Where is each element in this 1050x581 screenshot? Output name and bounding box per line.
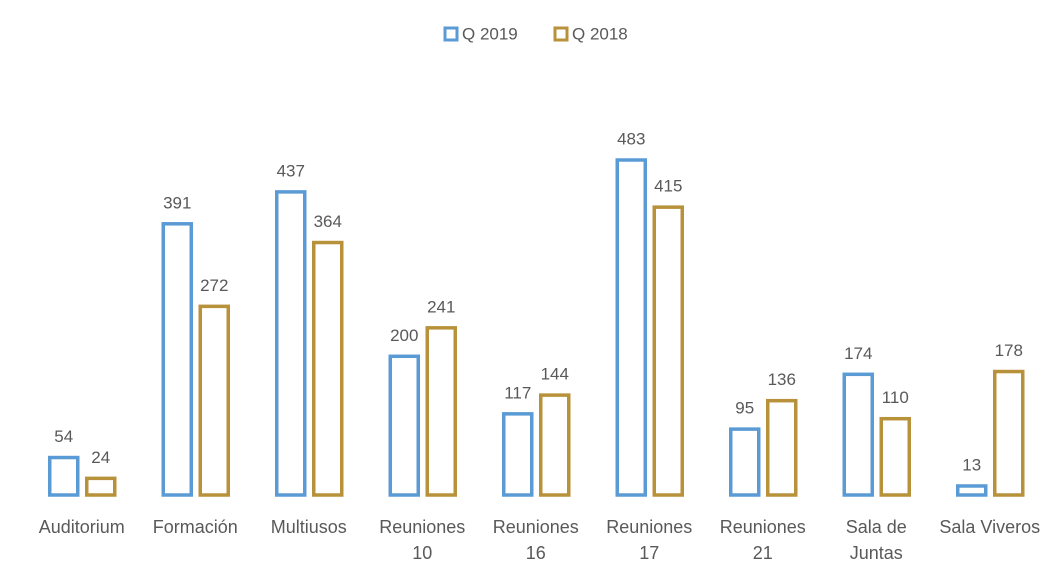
bar — [85, 476, 117, 497]
data-label: 200 — [390, 326, 418, 345]
bar — [161, 222, 193, 497]
data-label: 54 — [54, 427, 73, 446]
legend-label: Q 2019 — [462, 24, 518, 43]
bar — [615, 158, 647, 497]
data-label: 95 — [735, 399, 754, 418]
data-label: 174 — [844, 344, 872, 363]
bar — [993, 369, 1025, 497]
bar — [425, 326, 457, 497]
data-label: 415 — [654, 177, 682, 196]
data-label: 178 — [995, 341, 1023, 360]
data-label: 144 — [541, 365, 569, 384]
data-label: 437 — [277, 161, 305, 180]
data-label: 136 — [768, 370, 796, 389]
legend-swatch — [443, 26, 459, 42]
bar — [842, 372, 874, 497]
x-tick-label: Multiusos — [270, 517, 347, 537]
data-label: 24 — [91, 448, 110, 467]
data-label: 110 — [882, 388, 909, 407]
x-tick-label: Reuniones 17 — [606, 517, 693, 563]
bar — [729, 427, 761, 497]
bar — [198, 304, 230, 497]
data-label: 391 — [163, 193, 191, 212]
bar — [539, 393, 571, 497]
data-label: 272 — [200, 276, 228, 295]
data-label: 117 — [504, 383, 531, 402]
x-tick-label: Reuniones 21 — [719, 517, 806, 563]
x-tick-label: Formación — [152, 517, 238, 537]
bar — [48, 455, 80, 497]
bar — [766, 398, 798, 497]
bar — [879, 416, 911, 497]
data-label: 241 — [427, 297, 455, 316]
bar — [275, 190, 307, 497]
legend-swatch — [553, 26, 569, 42]
x-tick-label: Sala Viveros — [939, 517, 1041, 537]
x-tick-label: Sala de Juntas — [845, 517, 907, 563]
bar — [652, 205, 684, 497]
bar — [502, 412, 534, 497]
legend-label: Q 2018 — [572, 24, 628, 43]
bar — [956, 484, 988, 497]
x-tick-label: Reuniones 16 — [492, 517, 579, 563]
data-label: 483 — [617, 129, 645, 148]
bar — [312, 240, 344, 497]
x-tick-label: Auditorium — [38, 517, 125, 537]
bar — [388, 354, 420, 497]
x-tick-label: Reuniones 10 — [379, 517, 466, 563]
data-label: 13 — [962, 455, 981, 474]
data-label: 364 — [314, 212, 342, 231]
